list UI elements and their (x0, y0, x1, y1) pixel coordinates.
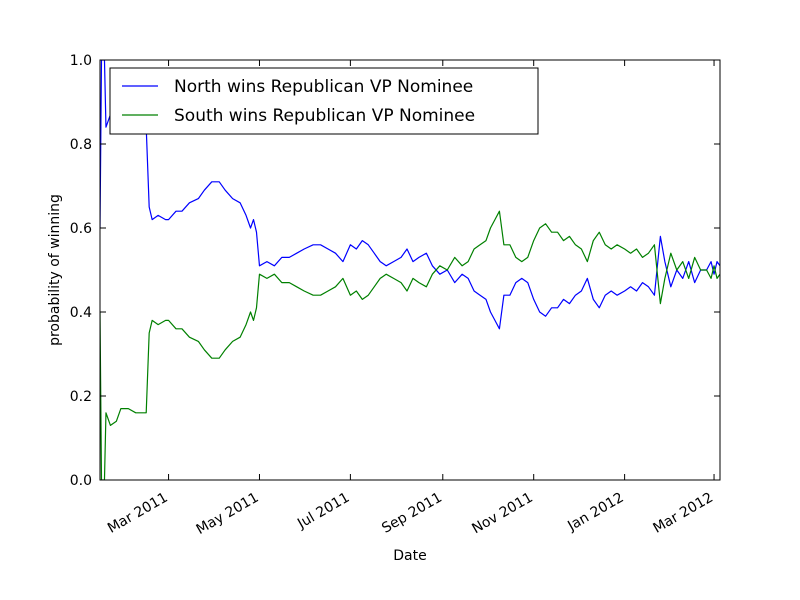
y-axis-title: probability of winning (47, 194, 63, 346)
legend-frame (109, 67, 539, 135)
series-layer (100, 60, 720, 480)
y-tick-label: 0.0 (70, 473, 92, 489)
y-tick-label: 0.8 (70, 137, 92, 153)
y-tick-label: 1.0 (70, 53, 92, 69)
series-line-north (100, 60, 720, 330)
y-tick-label: 0.2 (70, 389, 92, 405)
legend: North wins Republican VP Nominee South w… (109, 67, 539, 135)
legend-label-north: North wins Republican VP Nominee (174, 77, 473, 97)
y-tick-label: 0.6 (70, 221, 92, 237)
x-axis-title: Date (393, 548, 426, 564)
y-tick-label: 0.4 (70, 305, 92, 321)
series-line-south (100, 210, 720, 480)
legend-label-south: South wins Republican VP Nominee (174, 106, 475, 126)
plot-frame (99, 59, 721, 481)
